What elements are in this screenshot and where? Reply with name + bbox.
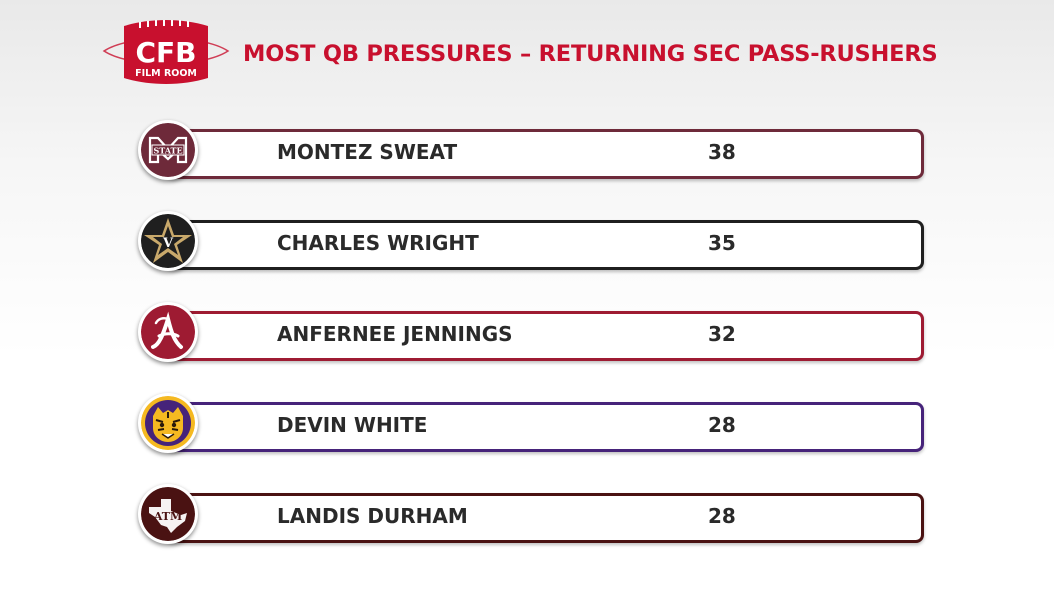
ranking-bar	[166, 220, 924, 270]
pressure-count: 28	[708, 413, 736, 437]
player-name: LANDIS DURHAM	[277, 504, 468, 528]
alabama-script-a-logo-icon	[138, 302, 198, 362]
svg-text:ATM: ATM	[153, 510, 182, 523]
ranking-bar	[166, 311, 924, 361]
logo-sub-text: FILM ROOM	[135, 68, 197, 79]
ranking-bar	[166, 402, 924, 452]
ranking-row: ATM LANDIS DURHAM 28	[136, 484, 926, 550]
svg-text:V: V	[162, 236, 174, 251]
chart-title: MOST QB PRESSURES – RETURNING SEC PASS-R…	[243, 41, 938, 67]
pressure-count: 28	[708, 504, 736, 528]
football-icon: CFB FILM ROOM	[102, 20, 230, 84]
player-name: MONTEZ SWEAT	[277, 140, 458, 164]
player-name: DEVIN WHITE	[277, 413, 428, 437]
ranking-row: V CHARLES WRIGHT 35	[136, 211, 926, 277]
ranking-bar	[166, 493, 924, 543]
vanderbilt-star-logo-icon: V	[138, 211, 198, 271]
ranking-row: DEVIN WHITE 28	[136, 393, 926, 459]
player-name: ANFERNEE JENNINGS	[277, 322, 513, 346]
cfb-film-room-logo: CFB FILM ROOM	[100, 20, 232, 84]
texas-am-logo-icon: ATM	[138, 484, 198, 544]
pressure-count: 38	[708, 140, 736, 164]
svg-text:STATE: STATE	[153, 146, 182, 156]
player-name: CHARLES WRIGHT	[277, 231, 479, 255]
logo-main-text: CFB	[135, 36, 196, 69]
pressure-count: 35	[708, 231, 736, 255]
pressure-count: 32	[708, 322, 736, 346]
mississippi-state-logo-icon: STATE	[138, 120, 198, 180]
lsu-tiger-logo-icon	[138, 393, 198, 453]
ranking-row: ANFERNEE JENNINGS 32	[136, 302, 926, 368]
ranking-row: STATE MONTEZ SWEAT 38	[136, 120, 926, 186]
